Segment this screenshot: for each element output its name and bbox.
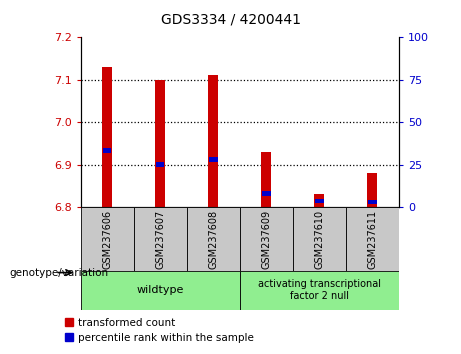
Bar (81, 271, 240, 310)
Text: activating transcriptional
factor 2 null: activating transcriptional factor 2 null (258, 279, 381, 301)
Text: GSM237608: GSM237608 (208, 209, 218, 269)
Text: GDS3334 / 4200441: GDS3334 / 4200441 (160, 12, 301, 27)
Bar (102, 67, 112, 207)
Text: GSM237607: GSM237607 (155, 209, 165, 269)
Bar (156, 162, 165, 167)
Bar (208, 75, 218, 207)
Bar (103, 148, 112, 153)
Bar (293, 207, 346, 271)
Legend: transformed count, percentile rank within the sample: transformed count, percentile rank withi… (60, 314, 258, 347)
Bar (240, 207, 293, 271)
Bar (134, 207, 187, 271)
Bar (262, 192, 271, 196)
Bar (315, 199, 324, 203)
Bar (81, 207, 134, 271)
Bar (368, 200, 377, 204)
Text: genotype/variation: genotype/variation (9, 268, 108, 278)
Text: wildtype: wildtype (136, 285, 184, 295)
Bar (314, 194, 324, 207)
Text: GSM237610: GSM237610 (314, 209, 324, 269)
Bar (209, 158, 218, 162)
Text: GSM237606: GSM237606 (102, 209, 112, 269)
Text: GSM237609: GSM237609 (261, 209, 271, 269)
Bar (367, 173, 377, 207)
Bar (155, 80, 165, 207)
Bar (261, 152, 271, 207)
Bar (346, 207, 399, 271)
Bar (187, 207, 240, 271)
Bar (240, 271, 399, 310)
Text: GSM237611: GSM237611 (367, 209, 377, 269)
